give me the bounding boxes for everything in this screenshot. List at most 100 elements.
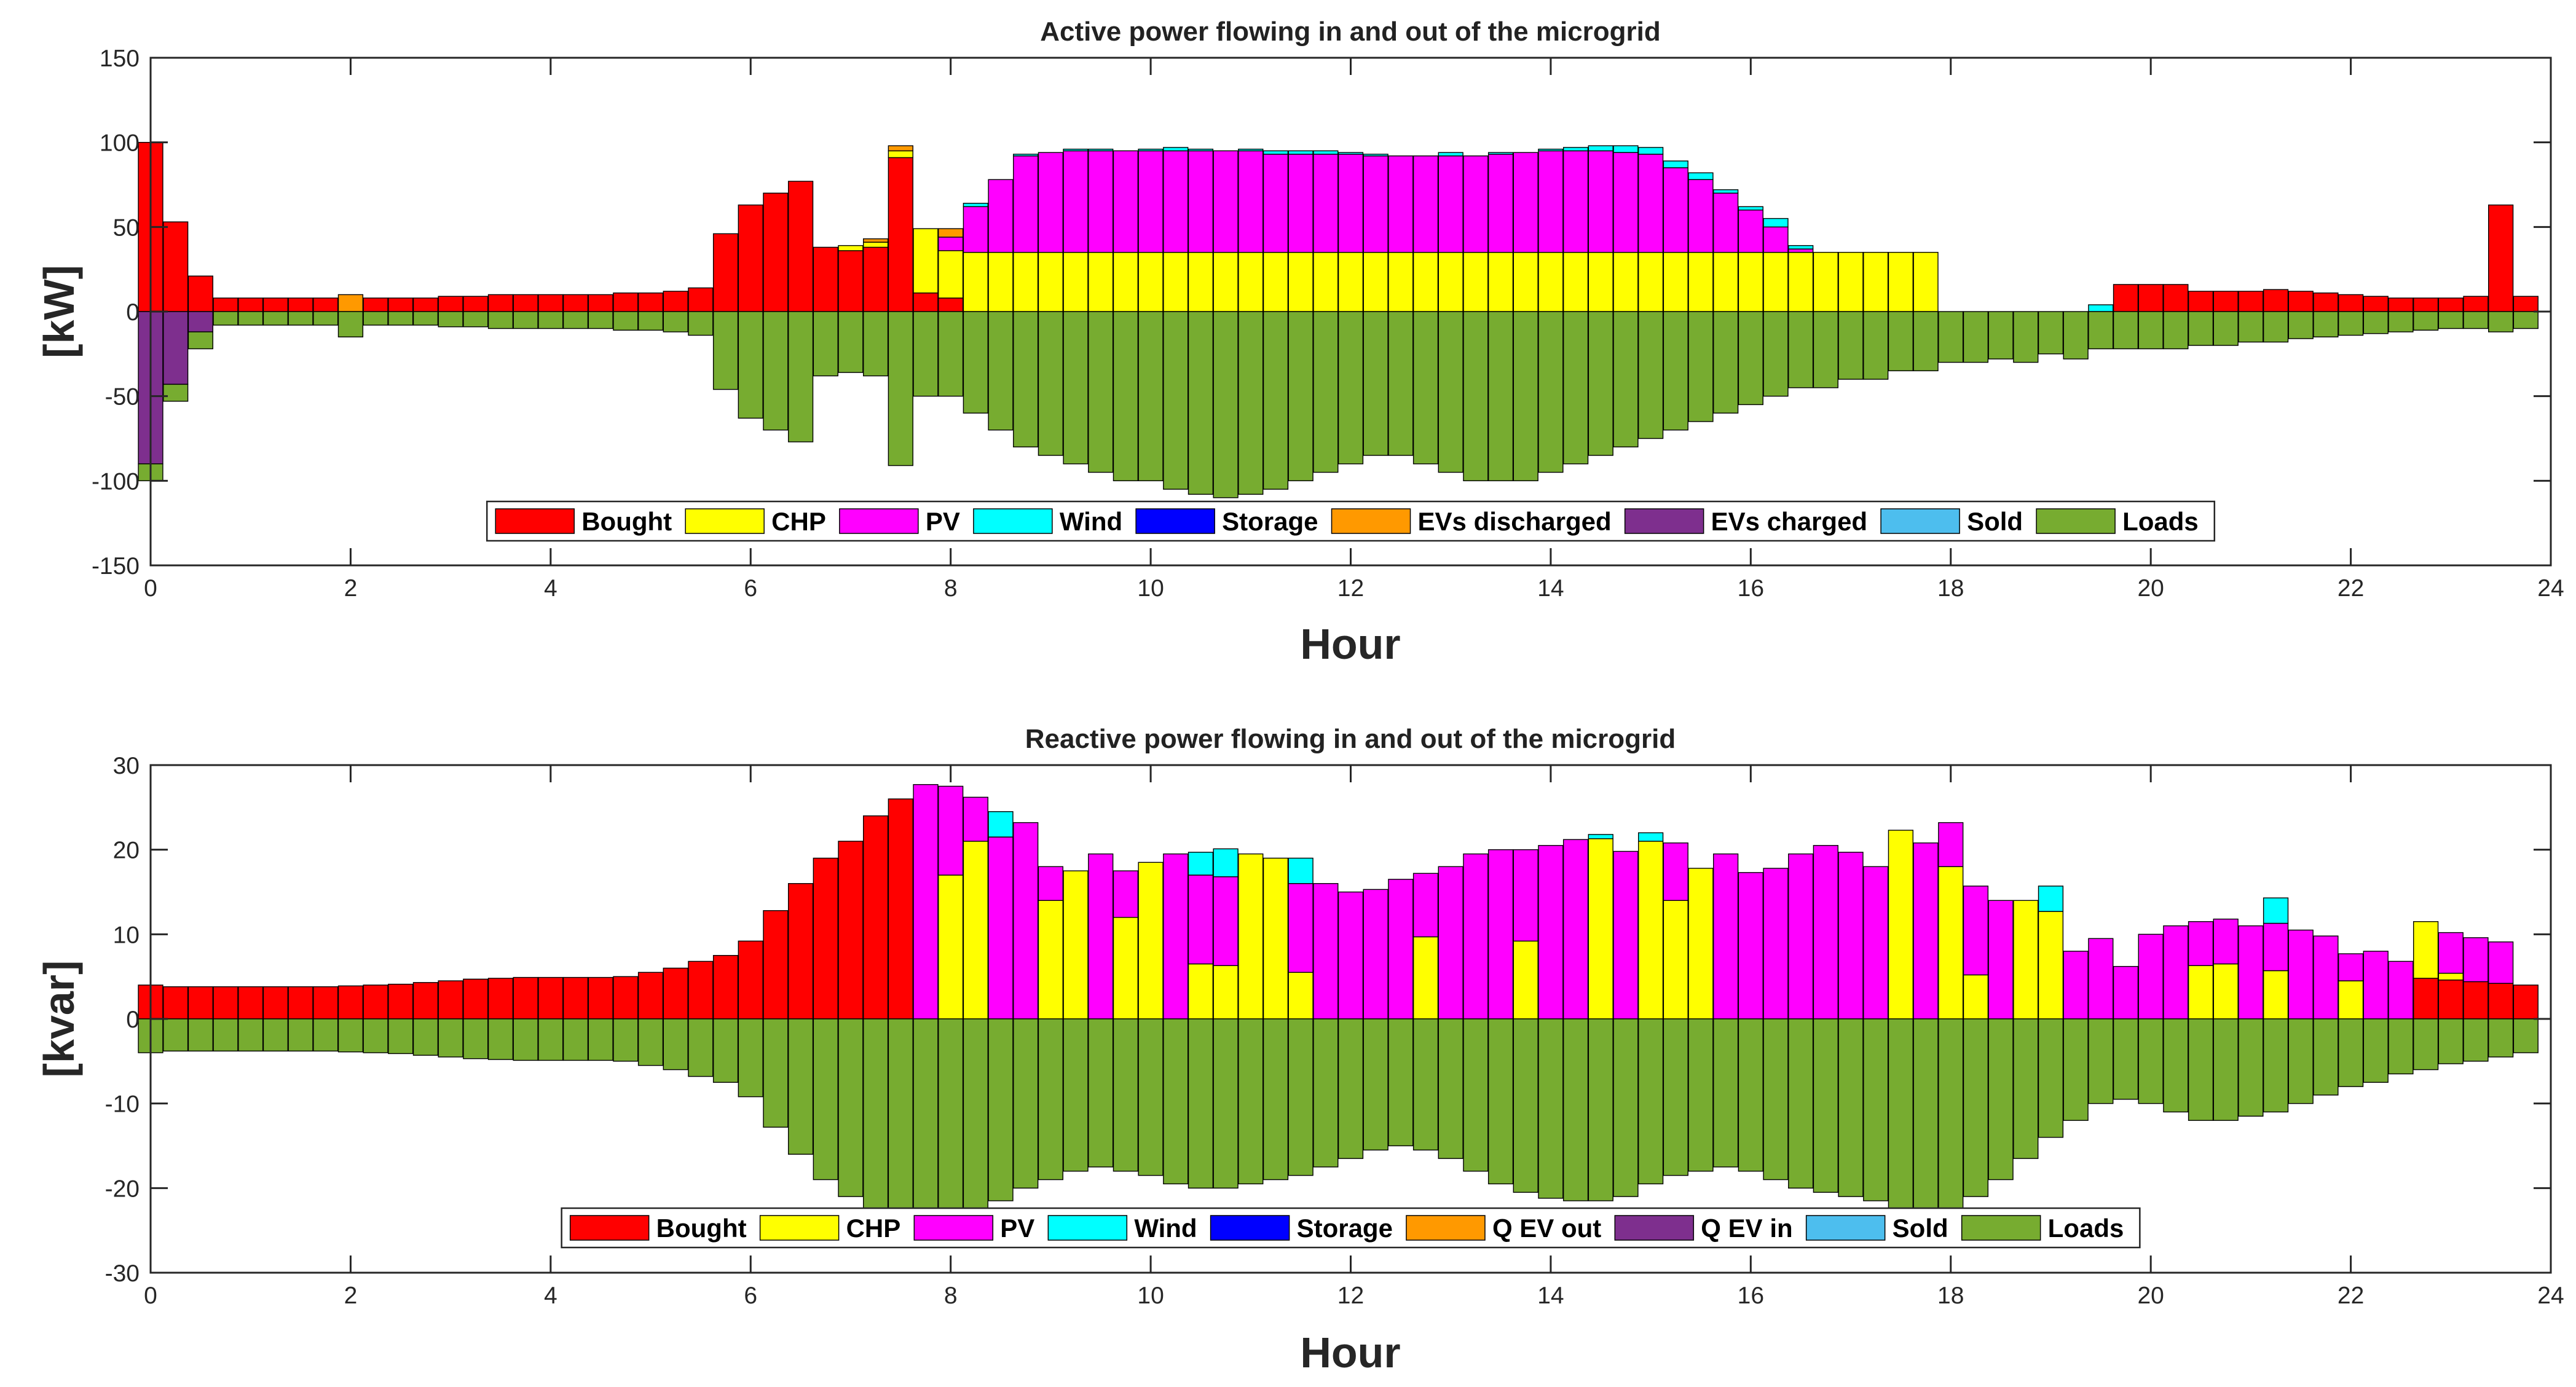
bar-bought <box>688 287 714 312</box>
bar-bought <box>288 986 313 1020</box>
bar-wind <box>1163 147 1189 152</box>
bar-bought <box>487 294 514 312</box>
bar-bought <box>412 297 439 312</box>
bar-loads <box>763 311 789 431</box>
bar-evs-discharged <box>938 228 964 238</box>
bar-pv <box>1063 150 1089 253</box>
legend-label: Storage <box>1297 1214 1393 1243</box>
bar-loads <box>1613 311 1639 447</box>
bar-loads <box>513 311 538 329</box>
bar-loads <box>1363 311 1388 456</box>
bar-bought <box>213 297 238 312</box>
bar-loads <box>738 311 763 419</box>
legend-swatch-sold <box>1880 508 1960 534</box>
x-tick-label: 8 <box>944 575 958 602</box>
bar-loads <box>1288 1018 1314 1176</box>
bar-bought <box>712 233 739 312</box>
x-tick-label: 4 <box>544 575 557 602</box>
bar-loads <box>763 1018 789 1128</box>
bar-loads <box>1938 311 1964 363</box>
bar-loads <box>2288 1018 2314 1104</box>
bar-pv <box>1337 891 1364 1020</box>
bar-pv <box>1838 852 1864 1020</box>
bar-wind <box>1738 206 1763 211</box>
bar-loads <box>463 311 489 328</box>
bar-chp <box>1738 251 1763 312</box>
legend-swatch-wind <box>1047 1215 1128 1241</box>
bar-loads <box>1663 311 1688 431</box>
bar-pv <box>1487 154 1514 253</box>
bar-wind <box>1713 189 1739 194</box>
bar-chp <box>1688 868 1714 1020</box>
bar-bought <box>363 297 388 312</box>
bar-bought <box>663 967 688 1020</box>
y-tick-label: -150 <box>92 553 140 580</box>
bar-wind <box>1363 154 1388 157</box>
bar-loads <box>238 1018 264 1052</box>
bar-pv <box>2088 938 2114 1020</box>
bar-bought <box>438 296 463 312</box>
y-tick-label: 50 <box>113 214 140 241</box>
bar-loads <box>1163 1018 1189 1185</box>
bar-bought <box>262 986 289 1020</box>
bar-loads <box>2288 311 2314 339</box>
bar-pv <box>2438 932 2464 974</box>
bar-evs-charged <box>187 311 213 332</box>
bar-loads <box>1788 1018 1814 1189</box>
bar-bought <box>2513 984 2539 1020</box>
bar-pv <box>1713 192 1739 253</box>
bar-loads <box>1788 311 1814 388</box>
legend-swatch-chp <box>685 508 765 534</box>
bar-loads <box>562 311 589 329</box>
bar-chp <box>1888 251 1914 312</box>
bar-chp <box>938 874 964 1020</box>
bar-loads <box>1588 1018 1613 1201</box>
legend-swatch-bought <box>569 1215 650 1241</box>
bar-bought <box>538 294 564 312</box>
x-tick-label: 22 <box>2338 575 2364 602</box>
bar-loads <box>163 383 189 402</box>
bar-loads <box>1487 311 1514 482</box>
bar-pv <box>2113 965 2139 1020</box>
bar-loads <box>1637 1018 1664 1185</box>
bar-loads <box>1038 1018 1064 1181</box>
bar-bought <box>463 978 489 1020</box>
bar-bought <box>688 961 714 1020</box>
bar-loads <box>238 311 264 326</box>
bar-pv <box>1863 866 1889 1020</box>
legend-swatch-wind <box>973 508 1053 534</box>
legend-label: CHP <box>771 507 826 536</box>
bar-loads <box>1738 1018 1763 1172</box>
bar-chp <box>1238 853 1264 1020</box>
bar-bought <box>913 293 939 312</box>
bar-bought <box>2363 296 2389 312</box>
bar-chp <box>963 251 988 312</box>
bar-bought <box>763 910 789 1020</box>
bar-wind <box>1763 218 1789 228</box>
bar-pv <box>1588 150 1613 253</box>
bar-pv <box>1188 874 1214 965</box>
bar-loads <box>2313 311 2339 337</box>
bar-pv <box>1288 883 1314 973</box>
bar-loads <box>663 1018 688 1071</box>
bar-pv <box>913 784 939 1020</box>
bar-chp <box>963 841 988 1020</box>
y-axis-label: [kW] <box>35 265 83 358</box>
bar-loads <box>2438 1018 2464 1064</box>
bar-loads <box>787 311 814 442</box>
bar-loads <box>163 1018 189 1052</box>
bar-wind <box>1788 245 1814 250</box>
bar-pv <box>1113 870 1139 918</box>
bar-loads <box>2338 311 2364 336</box>
bar-chp <box>2438 972 2464 981</box>
bar-pv <box>1538 150 1564 253</box>
bar-loads <box>1538 311 1564 473</box>
bar-pv <box>1388 155 1414 253</box>
bar-chp <box>1513 940 1538 1020</box>
bar-pv <box>1188 150 1214 253</box>
bar-chp <box>1412 251 1439 312</box>
bar-loads <box>1938 1018 1964 1210</box>
bar-pv <box>938 237 964 251</box>
bar-pv <box>1438 155 1463 253</box>
bar-chp <box>1637 841 1664 1020</box>
